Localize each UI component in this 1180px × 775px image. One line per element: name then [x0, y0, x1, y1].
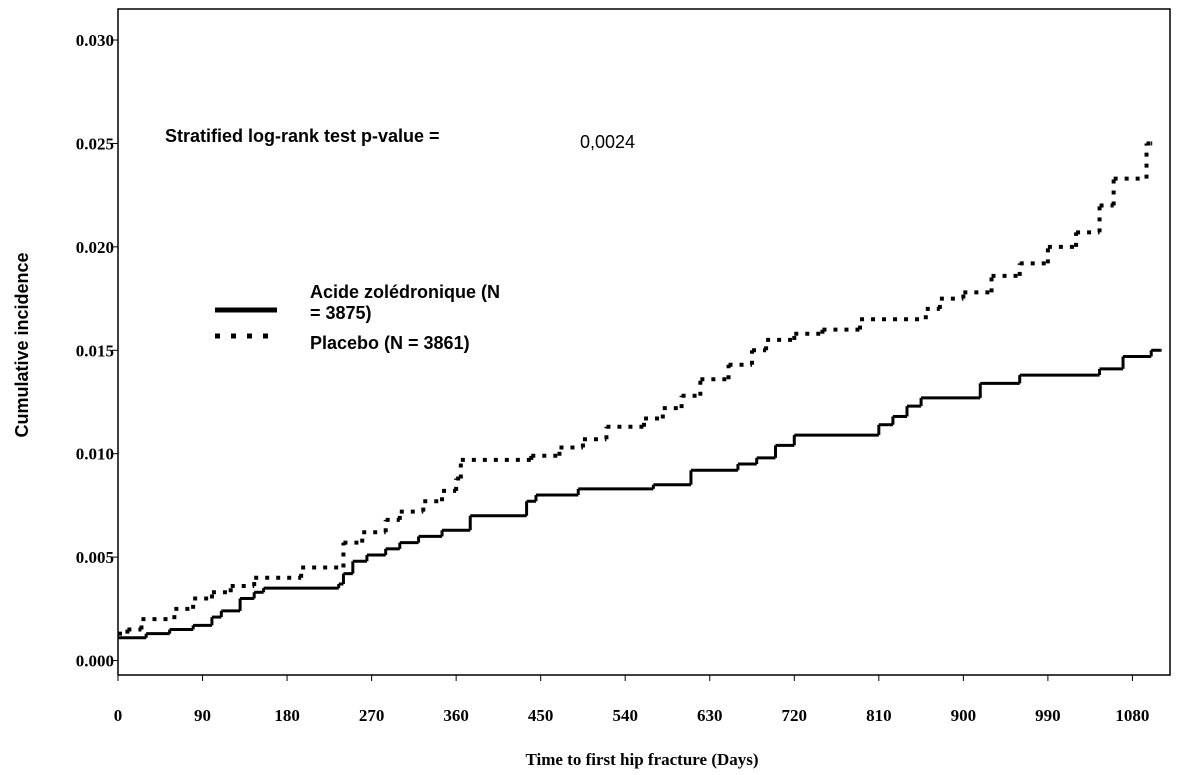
y-tick-label: 0.000 — [76, 652, 114, 671]
annotation: 0,0024 — [580, 132, 635, 152]
y-axis-label: Cumulative incidence — [12, 252, 32, 437]
x-tick-label: 450 — [528, 706, 554, 725]
x-tick-label: 0 — [114, 706, 123, 725]
x-tick-label: 720 — [782, 706, 808, 725]
legend-label: Placebo (N = 3861) — [310, 333, 470, 353]
y-tick-label: 0.030 — [76, 31, 114, 50]
x-tick-label: 540 — [612, 706, 638, 725]
x-tick-label: 990 — [1035, 706, 1061, 725]
x-tick-label: 630 — [697, 706, 723, 725]
x-tick-label: 90 — [194, 706, 211, 725]
plot-frame — [117, 8, 1171, 676]
x-tick-label: 810 — [866, 706, 892, 725]
legend-label: Acide zolédronique (N = 3875) — [310, 282, 501, 323]
x-tick-label: 360 — [443, 706, 469, 725]
x-tick-label: 180 — [274, 706, 300, 725]
y-tick-label: 0.025 — [76, 134, 114, 153]
y-tick-label: 0.015 — [76, 341, 114, 360]
x-axis-label: Time to first hip fracture (Days) — [525, 750, 758, 769]
x-tick-label: 1080 — [1115, 706, 1149, 725]
x-tick-label: 270 — [359, 706, 385, 725]
y-tick-label: 0.010 — [76, 445, 114, 464]
x-tick-label: 900 — [951, 706, 977, 725]
y-tick-label: 0.005 — [76, 548, 114, 567]
y-tick-label: 0.020 — [76, 238, 114, 257]
annotation: Stratified log-rank test p-value = — [165, 126, 440, 146]
